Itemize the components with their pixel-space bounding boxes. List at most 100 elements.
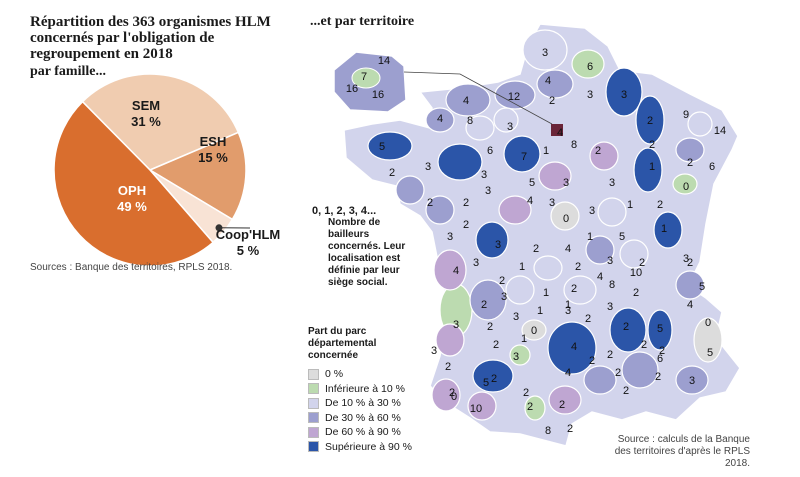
legend-label: Supérieure à 90 %	[325, 440, 412, 453]
paris-region	[551, 124, 563, 136]
department-count-label: 2	[499, 275, 505, 287]
department-region	[633, 147, 663, 193]
department-count-label: 4	[565, 367, 571, 379]
department-region	[583, 365, 617, 395]
legend-swatch	[308, 441, 319, 453]
department-count-label: 2	[647, 115, 653, 127]
department-count-label: 3	[542, 47, 548, 59]
department-count-label: 2	[533, 243, 539, 255]
department-count-label: 5	[529, 177, 535, 189]
department-count-label: 0	[451, 391, 457, 403]
department-count-label: 5	[483, 377, 489, 389]
department-region	[635, 95, 665, 145]
department-count-label: 3	[481, 169, 487, 181]
department-count-label: 6	[709, 161, 715, 173]
department-count-label: 5	[657, 323, 663, 335]
department-count-label: 2	[481, 299, 487, 311]
department-region	[524, 395, 546, 421]
department-count-label: 1	[649, 161, 655, 173]
department-count-label: 8	[571, 139, 577, 151]
department-count-label: 3	[621, 89, 627, 101]
department-region	[521, 319, 547, 341]
legend-item: De 30 % à 60 %	[308, 411, 418, 426]
department-count-label: 3	[473, 257, 479, 269]
department-region	[469, 279, 507, 321]
department-region	[522, 29, 568, 71]
department-count-label: 5	[619, 231, 625, 243]
legend-item: Inférieure à 10 %	[308, 382, 418, 397]
legend-swatch	[308, 426, 319, 438]
department-count-label: 2	[687, 257, 693, 269]
department-region	[621, 351, 659, 389]
department-count-label: 2	[549, 95, 555, 107]
department-region	[653, 211, 683, 249]
department-count-label: 2	[659, 345, 665, 357]
legend-label: De 10 % à 30 %	[325, 397, 401, 410]
main-title: Répartition des 363 organismes HLM conce…	[30, 14, 271, 62]
department-count-label: 4	[545, 75, 551, 87]
department-count-label: 2	[641, 339, 647, 351]
legend-label: 0 %	[325, 368, 344, 381]
department-region	[498, 195, 532, 225]
department-region	[693, 317, 723, 363]
department-region	[367, 131, 413, 161]
legend-swatch	[308, 383, 319, 395]
department-count-label: 2	[389, 167, 395, 179]
department-region	[475, 221, 509, 259]
department-region	[437, 143, 483, 181]
department-count-label: 4	[437, 113, 443, 125]
department-count-label: 4	[463, 95, 469, 107]
department-count-label: 1	[521, 333, 527, 345]
department-count-label: 1	[543, 287, 549, 299]
department-count-label: 2	[655, 371, 661, 383]
legend-swatch	[308, 397, 319, 409]
department-region	[609, 307, 647, 353]
department-count-label: 3	[563, 177, 569, 189]
department-region	[503, 135, 541, 173]
department-count-label: 2	[607, 349, 613, 361]
department-region	[494, 80, 536, 110]
department-region	[589, 141, 619, 171]
department-count-label: 3	[689, 375, 695, 387]
department-count-label: 2	[687, 157, 693, 169]
department-count-label: 2	[527, 401, 533, 413]
department-count-label: 2	[623, 321, 629, 333]
department-region	[445, 83, 491, 117]
legend-label: De 60 % à 90 %	[325, 426, 401, 439]
department-region	[675, 365, 709, 395]
department-count-label: 3	[607, 301, 613, 313]
pie-label-oph: OPH 49 %	[117, 183, 147, 214]
department-count-label: 2	[657, 199, 663, 211]
department-count-label: 3	[425, 161, 431, 173]
department-region	[619, 239, 649, 269]
department-count-label: 1	[661, 223, 667, 235]
pie-slice-oph	[53, 100, 215, 267]
department-count-label: 4	[565, 243, 571, 255]
legend-label: Inférieure à 10 %	[325, 382, 405, 395]
department-count-label: 7	[521, 151, 527, 163]
department-region	[425, 107, 455, 133]
department-count-label: 5	[379, 141, 385, 153]
department-count-label: 2	[589, 355, 595, 367]
department-count-label: 3	[589, 205, 595, 217]
department-region	[472, 359, 514, 393]
department-count-label: 0	[683, 181, 689, 193]
department-region	[493, 107, 519, 133]
legend-title: Part du parc départemental concernée	[308, 326, 377, 361]
legend-swatch	[308, 412, 319, 424]
department-count-label: 4	[571, 341, 577, 353]
department-count-label: 2	[449, 387, 455, 399]
map-subtitle: ...et par territoire	[310, 14, 415, 29]
department-count-label: 1	[627, 199, 633, 211]
department-region	[467, 391, 497, 421]
department-count-label: 3	[501, 291, 507, 303]
map-source: Source : calculs de la Banque des territ…	[614, 434, 750, 469]
department-count-label: 2	[615, 367, 621, 379]
department-count-label: 2	[639, 257, 645, 269]
department-count-label: 10	[630, 267, 642, 279]
legend-item: De 10 % à 30 %	[308, 396, 418, 411]
department-count-label: 1	[519, 261, 525, 273]
department-count-label: 2	[575, 261, 581, 273]
department-region	[563, 275, 597, 305]
department-region	[605, 67, 643, 117]
